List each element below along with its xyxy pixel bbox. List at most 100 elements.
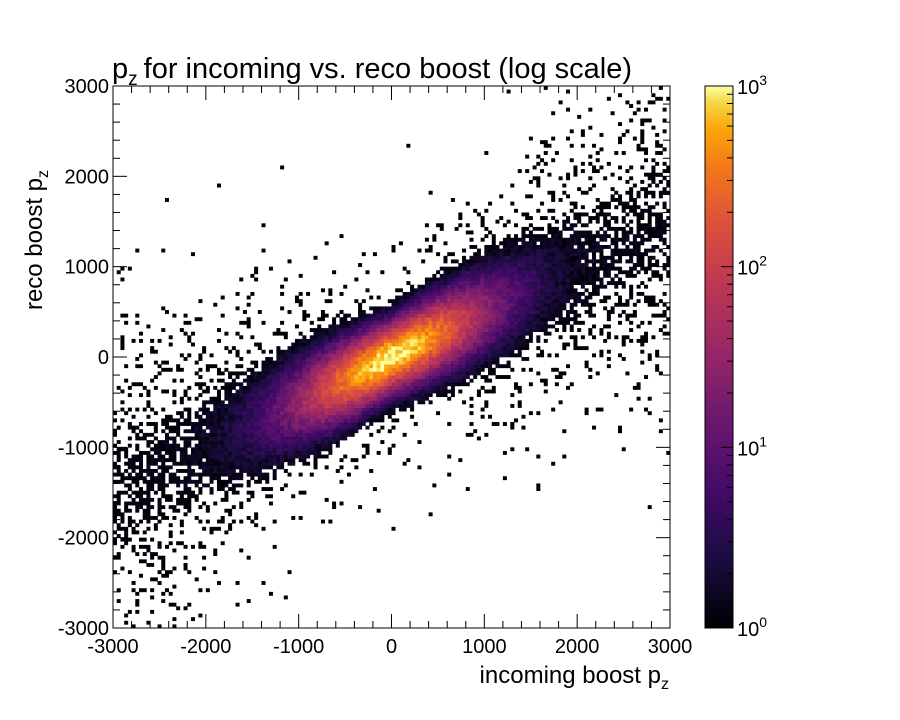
heatmap-cell bbox=[395, 403, 400, 408]
heatmap-cell bbox=[469, 324, 474, 329]
heatmap-cell bbox=[476, 313, 481, 318]
heatmap-cell bbox=[510, 201, 515, 206]
heatmap-cell bbox=[287, 443, 292, 448]
heatmap-cell bbox=[462, 357, 467, 361]
heatmap-cell bbox=[410, 328, 415, 332]
heatmap-cell bbox=[536, 346, 541, 351]
heatmap-cell bbox=[205, 407, 210, 412]
heatmap-cell bbox=[216, 378, 221, 383]
heatmap-cell bbox=[142, 479, 147, 484]
heatmap-cell bbox=[202, 566, 207, 571]
heatmap-cell bbox=[502, 349, 507, 354]
heatmap-cell bbox=[328, 396, 333, 401]
heatmap-cell bbox=[655, 367, 660, 372]
heatmap-cell bbox=[525, 226, 530, 231]
heatmap-cell bbox=[603, 338, 608, 343]
heatmap-cell bbox=[439, 375, 444, 379]
heatmap-cell bbox=[346, 432, 351, 437]
heatmap-cell bbox=[231, 436, 236, 441]
heatmap-cell bbox=[280, 432, 285, 437]
heatmap-cell bbox=[254, 385, 259, 390]
heatmap-cell bbox=[592, 255, 597, 260]
heatmap-cell bbox=[250, 382, 255, 387]
heatmap-cell bbox=[491, 234, 496, 239]
heatmap-cell bbox=[372, 310, 377, 314]
heatmap-cell bbox=[131, 382, 136, 387]
heatmap-cell bbox=[369, 469, 374, 473]
heatmap-cell bbox=[302, 338, 307, 343]
heatmap-cell bbox=[228, 396, 233, 401]
heatmap-cell bbox=[242, 403, 247, 408]
heatmap-cell bbox=[417, 324, 422, 329]
heatmap-cell bbox=[588, 234, 593, 239]
heatmap-cell bbox=[413, 385, 418, 390]
heatmap-cell bbox=[625, 270, 630, 275]
heatmap-cell bbox=[566, 226, 571, 231]
heatmap-cell bbox=[458, 328, 463, 332]
heatmap-cell bbox=[447, 389, 452, 394]
heatmap-cell bbox=[439, 306, 444, 311]
heatmap-cell bbox=[213, 396, 218, 401]
heatmap-cell bbox=[651, 299, 656, 304]
heatmap-cell bbox=[287, 259, 292, 264]
heatmap-cell bbox=[510, 244, 515, 249]
heatmap-cell bbox=[573, 248, 578, 253]
heatmap-cell bbox=[298, 440, 303, 445]
heatmap-cell bbox=[644, 248, 649, 253]
heatmap-cell bbox=[265, 411, 270, 416]
heatmap-cell bbox=[528, 255, 533, 260]
heatmap-cell bbox=[124, 508, 129, 513]
heatmap-cell bbox=[636, 190, 641, 195]
heatmap-cell bbox=[495, 328, 500, 332]
heatmap-cell bbox=[228, 414, 233, 419]
heatmap-cell bbox=[417, 440, 422, 445]
heatmap-cell bbox=[116, 512, 121, 517]
heatmap-cell bbox=[332, 342, 337, 347]
heatmap-cell bbox=[629, 165, 634, 170]
heatmap-cell bbox=[213, 443, 218, 448]
heatmap-cell bbox=[116, 469, 121, 473]
heatmap-cell bbox=[176, 501, 181, 506]
heatmap-cell bbox=[198, 353, 203, 358]
heatmap-cell bbox=[250, 458, 255, 463]
heatmap-cell bbox=[424, 277, 429, 282]
heatmap-cell bbox=[551, 317, 556, 322]
heatmap-cell bbox=[376, 360, 381, 365]
heatmap-cell bbox=[424, 396, 429, 401]
heatmap-cell bbox=[540, 291, 545, 296]
heatmap-cell bbox=[291, 396, 296, 401]
heatmap-cell bbox=[554, 263, 559, 267]
heatmap-cell bbox=[632, 205, 637, 210]
heatmap-cell bbox=[473, 349, 478, 354]
heatmap-cell bbox=[662, 169, 667, 174]
heatmap-cell bbox=[228, 375, 233, 379]
heatmap-cell bbox=[606, 295, 611, 300]
heatmap-cell bbox=[358, 263, 363, 267]
heatmap-cell bbox=[320, 317, 325, 322]
heatmap-cell bbox=[432, 360, 437, 365]
heatmap-cell bbox=[402, 310, 407, 314]
heatmap-cell bbox=[291, 385, 296, 390]
heatmap-cell bbox=[658, 179, 663, 184]
heatmap-cell bbox=[402, 375, 407, 379]
heatmap-cell bbox=[547, 302, 552, 307]
heatmap-cell bbox=[220, 425, 225, 430]
heatmap-cell bbox=[302, 378, 307, 383]
heatmap-cell bbox=[294, 432, 299, 437]
heatmap-cell bbox=[558, 255, 563, 260]
heatmap-cell bbox=[113, 461, 118, 466]
heatmap-cell bbox=[142, 537, 147, 542]
heatmap-cell bbox=[179, 447, 184, 452]
heatmap-cell bbox=[187, 385, 192, 390]
heatmap-cell bbox=[205, 447, 210, 452]
heatmap-cell bbox=[499, 277, 504, 282]
heatmap-cell bbox=[406, 335, 411, 340]
heatmap-cell bbox=[536, 237, 541, 242]
heatmap-cell bbox=[450, 320, 455, 325]
heatmap-cell bbox=[313, 425, 318, 430]
heatmap-cell bbox=[283, 382, 288, 387]
heatmap-cell bbox=[306, 346, 311, 351]
heatmap-cell bbox=[621, 241, 626, 246]
heatmap-cell bbox=[287, 346, 292, 351]
heatmap-cell bbox=[335, 396, 340, 401]
